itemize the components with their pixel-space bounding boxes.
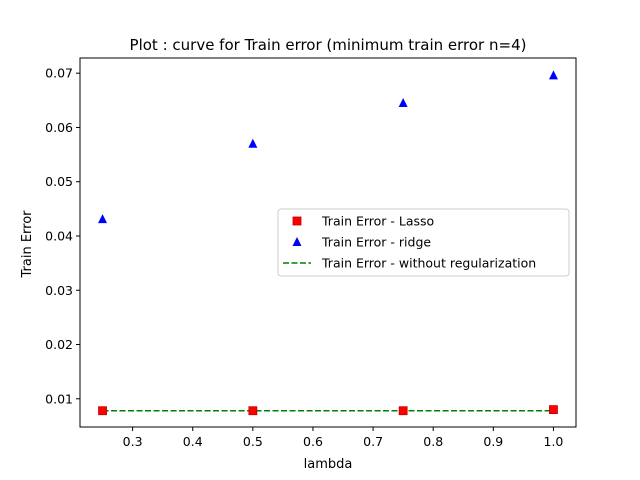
y-tick-label: 0.05	[45, 174, 73, 189]
legend-square-swatch	[292, 216, 302, 226]
ridge-point	[398, 98, 408, 108]
y-axis: 0.01 0.02 0.03 0.04 0.05 0.06 0.07	[45, 66, 80, 406]
x-tick-label: 0.7	[363, 434, 383, 449]
legend: Train Error - Lasso Train Error - ridge Tr…	[277, 208, 570, 277]
legend-box	[277, 208, 570, 277]
lasso-point	[549, 405, 558, 415]
lasso-point	[98, 406, 107, 416]
ridge-point	[98, 214, 108, 224]
y-tick-label: 0.02	[45, 337, 73, 352]
x-axis: 0.3 0.4 0.5 0.6 0.7 0.8 0.9 1.0	[123, 427, 564, 449]
x-tick-label: 0.8	[423, 434, 443, 449]
chart-title: Plot : curve for Train error (minimum tr…	[130, 36, 527, 54]
y-axis-label: Train Error	[20, 210, 35, 279]
y-tick-label: 0.01	[45, 391, 73, 406]
ridge-point	[548, 70, 558, 80]
lasso-point	[398, 406, 408, 416]
legend-label: Train Error - Lasso	[321, 214, 434, 229]
x-tick-label: 0.9	[483, 434, 503, 449]
ridge-point	[248, 138, 258, 148]
y-tick-label: 0.06	[45, 120, 73, 135]
axes-frame	[79, 57, 577, 428]
legend-triangle-swatch	[292, 237, 302, 246]
y-tick-label: 0.03	[45, 283, 73, 298]
lasso-point	[248, 406, 258, 416]
axes-border	[79, 57, 577, 428]
series-layer	[98, 70, 558, 416]
x-axis-label: lambda	[304, 457, 353, 472]
x-tick-label: 0.3	[123, 434, 143, 449]
x-tick-label: 0.4	[183, 434, 203, 449]
x-tick-label: 0.6	[303, 434, 323, 449]
y-tick-label: 0.04	[45, 228, 73, 243]
legend-label: Train Error - ridge	[321, 235, 431, 250]
legend-label: Train Error - without regularization	[321, 256, 536, 271]
x-tick-label: 0.5	[243, 434, 263, 449]
x-tick-label: 1.0	[544, 434, 564, 449]
y-tick-label: 0.07	[45, 66, 73, 81]
